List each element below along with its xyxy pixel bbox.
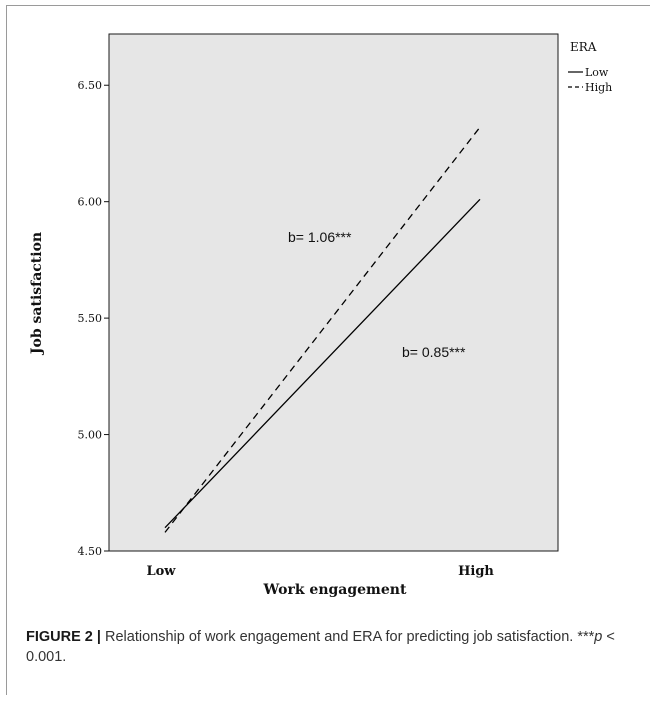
- legend-title: ERA: [570, 40, 597, 54]
- y-tick-label: 4.50: [78, 545, 103, 558]
- y-tick-label: 6.50: [78, 79, 103, 92]
- x-tick-label: Low: [146, 564, 176, 579]
- figure-frame: [6, 5, 650, 695]
- legend-label-low: Low: [585, 66, 609, 79]
- legend: ERA Low High: [568, 40, 612, 94]
- y-axis-title: Job satisfaction: [29, 232, 45, 356]
- x-axis-title: Work engagement: [263, 582, 407, 598]
- series-line-low: [164, 198, 481, 529]
- caption-lead: FIGURE 2 |: [26, 629, 101, 645]
- slope-annotation-low: b= 0.85***: [402, 344, 466, 360]
- caption-text: Relationship of work engagement and ERA …: [100, 629, 595, 645]
- figure-caption: FIGURE 2 | Relationship of work engageme…: [26, 627, 626, 667]
- series-layer: [164, 126, 481, 533]
- interaction-chart: 4.50 5.00 5.50 6.00 6.50 Low High b= 1.06*** …: [29, 33, 612, 598]
- y-tick-label: 6.00: [78, 196, 103, 209]
- y-axis: 4.50 5.00 5.50 6.00 6.50: [78, 79, 109, 558]
- caption-p-symbol: p: [594, 629, 603, 645]
- annotation-layer: b= 1.06*** b= 0.85***: [288, 229, 466, 360]
- legend-label-high: High: [585, 81, 612, 94]
- caption-tail: < 0.001.: [26, 629, 615, 665]
- x-axis: Low High: [146, 564, 494, 579]
- y-tick-label: 5.00: [78, 429, 103, 442]
- y-tick-label: 5.50: [78, 312, 103, 325]
- series-line-high: [164, 126, 481, 533]
- slope-annotation-high: b= 1.06***: [288, 229, 352, 245]
- plot-area: [108, 33, 559, 552]
- x-tick-label: High: [458, 564, 494, 579]
